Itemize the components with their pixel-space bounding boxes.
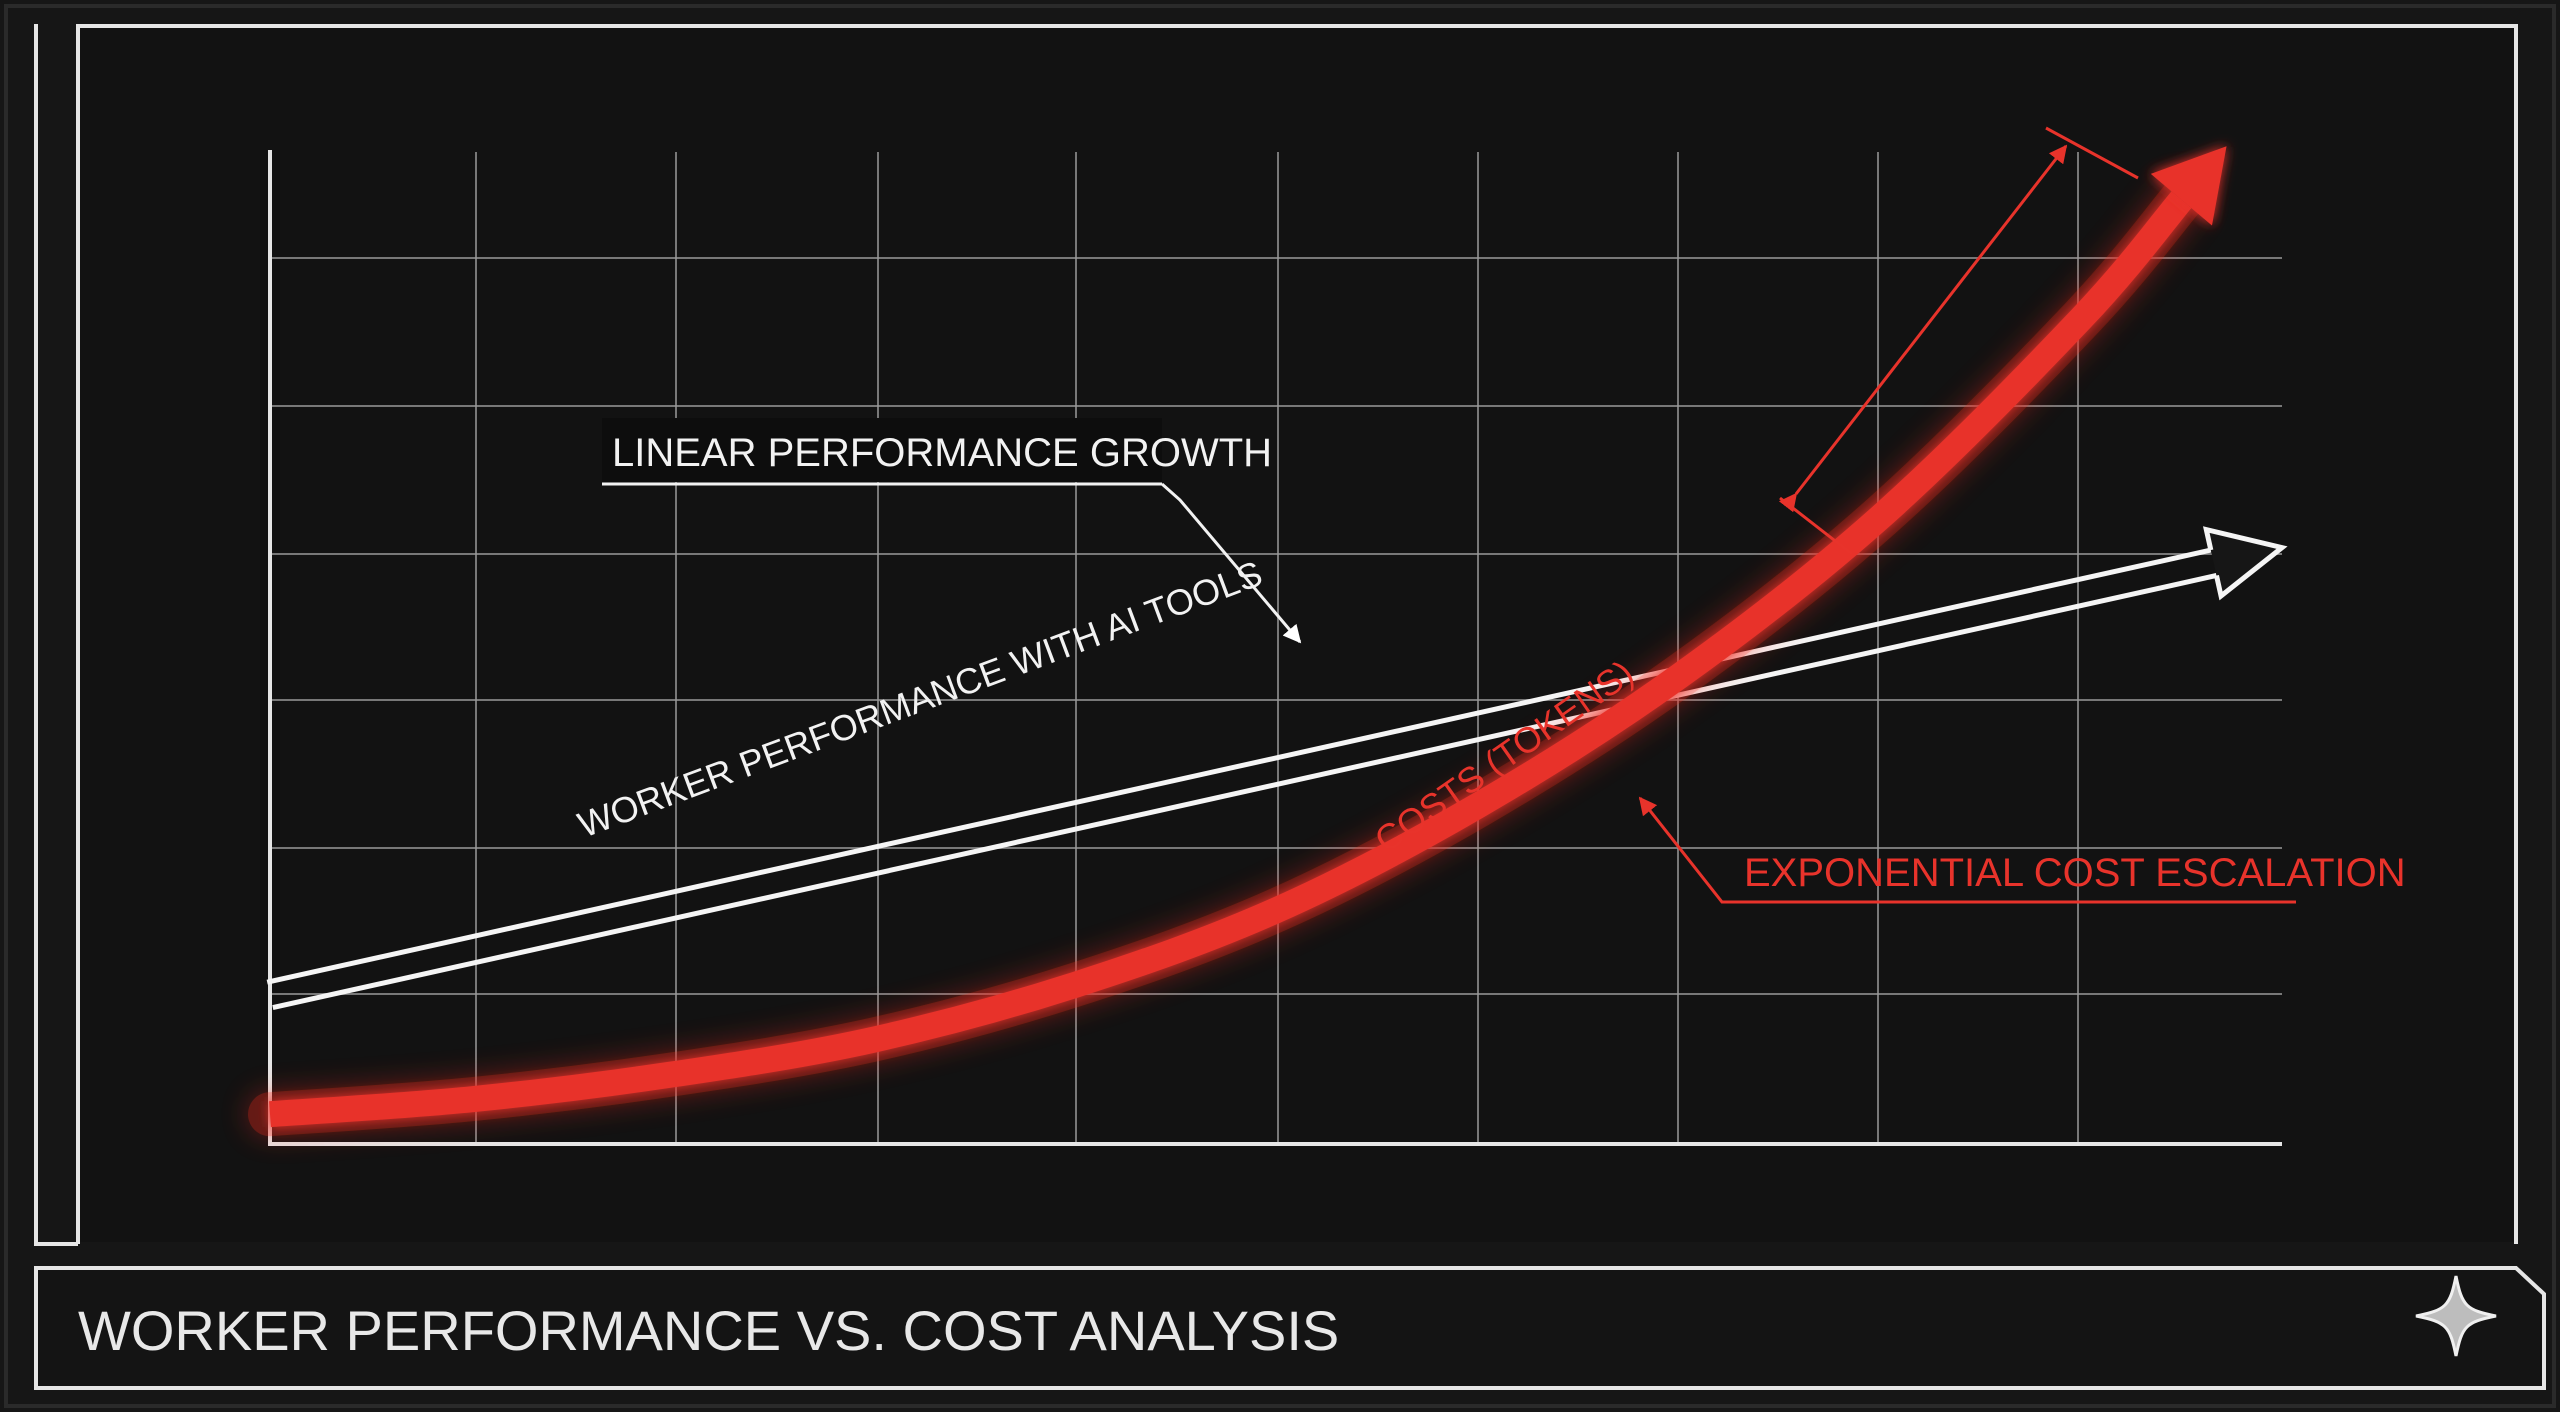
frame-border bbox=[4, 4, 2556, 1408]
cost-gap-bracket-tick bbox=[1779, 496, 1853, 556]
annotation-cost-escalation-leader bbox=[1638, 796, 1740, 904]
cost-gap-bracket-tick bbox=[2045, 126, 2139, 180]
series-costs-arrowhead bbox=[2150, 146, 2227, 226]
annotation-linear-growth-box bbox=[602, 418, 1162, 482]
annotation-linear-growth-label: LINEAR PERFORMANCE GROWTH bbox=[612, 431, 1272, 475]
annotation-linear-growth: LINEAR PERFORMANCE GROWTH bbox=[602, 418, 1302, 644]
frame-top-panel bbox=[76, 24, 2518, 1244]
footer-title: WORKER PERFORMANCE VS. COST ANALYSIS bbox=[78, 1299, 1339, 1362]
series-performance-line bbox=[266, 547, 2212, 985]
annotation-cost-escalation: EXPONENTIAL COST ESCALATION bbox=[1638, 796, 2406, 904]
annotation-cost-escalation-label: EXPONENTIAL COST ESCALATION bbox=[1744, 851, 2406, 895]
annotation-linear-growth-leader bbox=[1161, 482, 1302, 644]
series-worker-performance bbox=[266, 526, 2288, 1011]
footer-bar: WORKER PERFORMANCE VS. COST ANALYSIS bbox=[34, 1266, 2546, 1390]
frame-left-rail bbox=[34, 24, 78, 1246]
sparkle-icon bbox=[2415, 1275, 2497, 1357]
cost-gap-bracket bbox=[1778, 126, 2139, 556]
series-performance-line bbox=[272, 573, 2218, 1011]
series-performance-arrowhead bbox=[2202, 526, 2288, 601]
cost-gap-bracket-line bbox=[1778, 144, 2068, 513]
